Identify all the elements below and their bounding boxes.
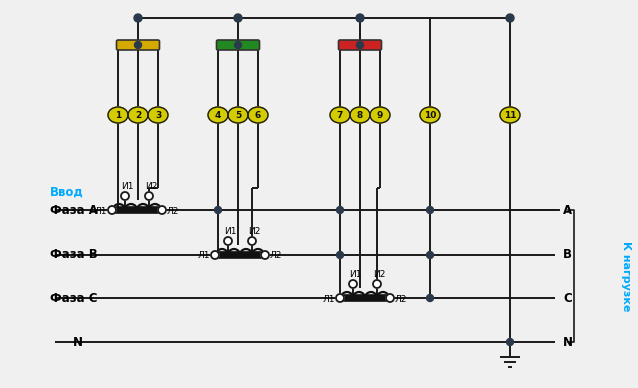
Circle shape <box>506 14 514 22</box>
Circle shape <box>349 280 357 288</box>
Text: 4: 4 <box>215 111 221 120</box>
Text: N: N <box>563 336 573 348</box>
Text: 5: 5 <box>235 111 241 120</box>
Text: И2: И2 <box>145 182 157 191</box>
Circle shape <box>336 294 344 302</box>
Text: Фаза С: Фаза С <box>50 291 98 305</box>
Text: 8: 8 <box>357 111 363 120</box>
Text: 6: 6 <box>255 111 261 120</box>
Circle shape <box>373 280 381 288</box>
Text: 3: 3 <box>155 111 161 120</box>
Ellipse shape <box>248 107 268 123</box>
Text: 9: 9 <box>377 111 383 120</box>
Circle shape <box>507 338 514 345</box>
Ellipse shape <box>228 107 248 123</box>
Text: Ввод: Ввод <box>50 185 84 199</box>
Text: 2: 2 <box>135 111 141 120</box>
Ellipse shape <box>500 107 520 123</box>
Ellipse shape <box>370 107 390 123</box>
Circle shape <box>356 14 364 22</box>
Circle shape <box>214 206 221 213</box>
Text: 11: 11 <box>504 111 516 120</box>
Ellipse shape <box>330 107 350 123</box>
Text: Фаза А: Фаза А <box>50 203 98 217</box>
Text: С: С <box>563 291 572 305</box>
Text: Л2: Л2 <box>395 294 408 303</box>
FancyBboxPatch shape <box>216 40 260 50</box>
Circle shape <box>426 251 433 258</box>
Circle shape <box>336 251 343 258</box>
Circle shape <box>248 237 256 245</box>
Circle shape <box>261 251 269 259</box>
Circle shape <box>426 206 433 213</box>
Text: А: А <box>563 203 572 217</box>
Circle shape <box>108 206 116 214</box>
Text: Фаза В: Фаза В <box>50 248 98 262</box>
Text: Л2: Л2 <box>167 206 179 215</box>
Text: И1: И1 <box>224 227 236 236</box>
Text: К нагрузке: К нагрузке <box>621 241 631 311</box>
Ellipse shape <box>148 107 168 123</box>
Circle shape <box>135 42 142 48</box>
Text: Л1: Л1 <box>94 206 107 215</box>
Ellipse shape <box>420 107 440 123</box>
Ellipse shape <box>208 107 228 123</box>
Circle shape <box>145 192 153 200</box>
Ellipse shape <box>350 107 370 123</box>
Circle shape <box>235 42 242 48</box>
Ellipse shape <box>128 107 148 123</box>
Text: В: В <box>563 248 572 262</box>
Circle shape <box>158 206 166 214</box>
Circle shape <box>211 251 219 259</box>
Text: Л1: Л1 <box>198 251 210 260</box>
Text: 1: 1 <box>115 111 121 120</box>
Circle shape <box>386 294 394 302</box>
Circle shape <box>426 294 433 301</box>
Text: N: N <box>73 336 83 348</box>
Text: 7: 7 <box>337 111 343 120</box>
Text: Л2: Л2 <box>270 251 283 260</box>
Circle shape <box>357 42 364 48</box>
Text: И1: И1 <box>349 270 361 279</box>
Circle shape <box>336 206 343 213</box>
Text: 10: 10 <box>424 111 436 120</box>
Text: И2: И2 <box>248 227 260 236</box>
FancyBboxPatch shape <box>339 40 382 50</box>
Text: И2: И2 <box>373 270 385 279</box>
Circle shape <box>121 192 129 200</box>
Circle shape <box>224 237 232 245</box>
Circle shape <box>234 14 242 22</box>
Ellipse shape <box>108 107 128 123</box>
Text: И1: И1 <box>121 182 133 191</box>
FancyBboxPatch shape <box>117 40 160 50</box>
Text: Л1: Л1 <box>322 294 335 303</box>
Circle shape <box>134 14 142 22</box>
